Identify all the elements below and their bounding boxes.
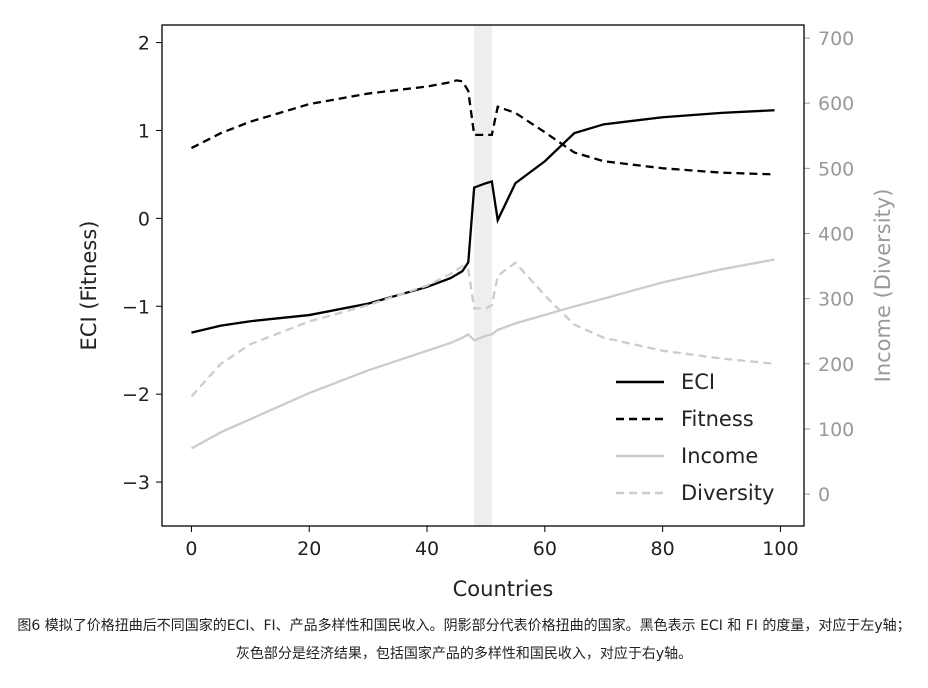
legend-label: Fitness: [681, 407, 754, 431]
x-tick-label: 40: [415, 538, 439, 560]
y2-tick-label: 400: [818, 223, 854, 245]
y2-axis-label: Income (Diversity): [871, 189, 895, 383]
y-tick-label: 1: [138, 120, 150, 142]
legend-label: Income: [681, 444, 758, 468]
x-axis-label: Countries: [453, 577, 554, 600]
y-tick-label: −1: [122, 296, 150, 318]
series-line: [190, 261, 775, 398]
series-line: [190, 258, 775, 450]
legend-label: ECI: [681, 370, 715, 394]
y2-tick-label: 200: [818, 354, 854, 376]
x-tick-label: 0: [185, 538, 197, 560]
shaded-region: [474, 25, 492, 526]
chart: 0 20 40 60 80 100−3−2−10120100200300400500600…: [77, 24, 895, 600]
series-line: [190, 79, 775, 176]
y-tick-label: −3: [122, 472, 150, 494]
y-tick-label: 2: [138, 33, 150, 55]
y-tick-label: 0: [138, 208, 150, 230]
y2-tick-label: 500: [818, 158, 854, 180]
x-tick-label: 60: [533, 538, 557, 560]
y2-tick-label: 0: [818, 484, 830, 506]
x-tick-label: 100: [762, 538, 798, 560]
legend-label: Diversity: [681, 481, 774, 505]
caption: 图6 模拟了价格扭曲后不同国家的ECI、FI、产品多样性和国民收入。阴影部分代表…: [17, 618, 911, 662]
x-tick-label: 80: [651, 538, 675, 560]
series-line: [191, 109, 775, 334]
y2-tick-label: 700: [818, 28, 854, 50]
y2-tick-label: 600: [818, 93, 854, 115]
x-tick-label: 20: [297, 538, 321, 560]
y2-tick-label: 300: [818, 289, 854, 311]
y2-tick-label: 100: [818, 419, 854, 441]
y-axis-label: ECI (Fitness): [77, 221, 101, 351]
plot-frame: [161, 24, 805, 527]
y-tick-label: −2: [122, 384, 150, 406]
